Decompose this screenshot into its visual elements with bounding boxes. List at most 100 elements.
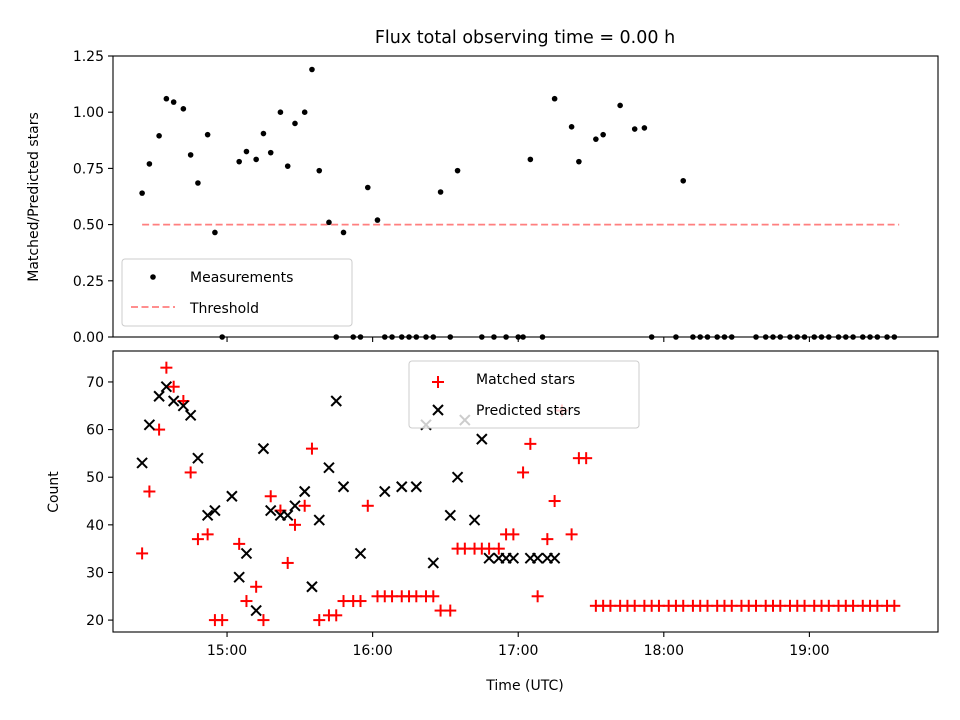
matched-stars-point [517, 466, 530, 479]
predicted-stars-point [379, 485, 391, 498]
matched-stars-point [565, 528, 578, 541]
matched-legend-marker [432, 376, 444, 388]
matched-stars-point [298, 499, 311, 512]
measurement-point [301, 109, 308, 115]
ratio-x-ticks [226, 337, 810, 342]
measurement-point [600, 131, 606, 138]
predicted-stars-point [240, 547, 253, 560]
predicted-stars-point [483, 552, 495, 564]
predicted-stars-point [226, 490, 238, 502]
count-y-tick-label: 50 [86, 470, 104, 486]
predicted-stars-point [177, 400, 190, 412]
predicted-stars-point [289, 500, 301, 512]
matched-stars-point [250, 580, 263, 593]
matched-stars-point [240, 595, 253, 608]
matched-stars-point [257, 614, 270, 627]
predicted-stars-point [468, 514, 481, 526]
measurement-point [243, 148, 250, 155]
matched-stars-point [531, 590, 544, 603]
predicted-stars-point [257, 442, 270, 455]
predicted-stars-point [410, 481, 423, 493]
predicted-stars-point [209, 504, 221, 517]
ratio-legend-box [121, 258, 353, 327]
predicted-stars-point [323, 461, 335, 474]
matched-stars-point [191, 533, 204, 546]
count-x-tick-label: 16:00 [352, 643, 392, 659]
measurement-point [551, 95, 558, 102]
measurement-point [641, 125, 648, 131]
ratio-y-tick-label: 0.75 [73, 161, 104, 177]
matched-stars-point [361, 499, 374, 512]
matched-stars-point [201, 528, 214, 541]
matched-stars-point [264, 490, 277, 503]
predicted-legend-label: Predicted stars [476, 403, 581, 419]
count-x-tick-label: 19:00 [789, 643, 829, 659]
matched-stars-point [548, 495, 561, 508]
measurement-point [139, 190, 145, 196]
measurement-point [163, 95, 170, 102]
measurement-point [631, 126, 638, 132]
measurement-point [212, 229, 218, 236]
matched-stars-point [354, 595, 367, 608]
predicted-stars-point [337, 481, 350, 493]
matched-stars-point [444, 604, 457, 617]
matched-stars-point [524, 437, 537, 450]
measurement-point [316, 167, 323, 174]
measurement-point [146, 161, 153, 167]
matched-stars-point [305, 442, 318, 455]
ratio-y-tick-label: 0.50 [73, 218, 104, 234]
measurement-point [340, 229, 347, 236]
matched-stars-point [160, 361, 173, 374]
ratio-y-tick-label: 0.00 [73, 330, 104, 346]
matched-stars-point [492, 542, 505, 555]
ratio-panel: 0.00 0.25 0.50 0.75 1.00 1.25 Matched/Predict… [26, 49, 939, 346]
predicted-stars-point [507, 552, 520, 564]
measurement-point [253, 156, 259, 163]
ratio-legend: Measurements Threshold [121, 258, 353, 327]
measurement-point [277, 109, 284, 115]
predicted-stars-point [531, 552, 544, 564]
predicted-stars-point [330, 395, 342, 407]
measurement-point [187, 152, 194, 158]
matched-stars-point [216, 614, 229, 627]
measurements-legend-label: Measurements [190, 270, 293, 286]
predicted-stars-point [444, 509, 456, 522]
measurement-point [180, 106, 187, 112]
count-panel: 20 30 40 50 60 70 15:00 16:00 17:00 18:00 19:00 C… [46, 350, 939, 694]
ratio-y-tick-label: 1.25 [73, 49, 104, 65]
predicted-stars-point [281, 509, 294, 522]
measurement-point [454, 167, 461, 174]
predicted-stars-point [160, 381, 173, 393]
predicted-stars-point [451, 471, 464, 483]
measurement-point [284, 163, 291, 169]
predicted-stars-point [313, 514, 325, 526]
chart-title: Flux total observing time = 0.00 h [375, 28, 675, 48]
predicted-stars-point [233, 571, 245, 583]
measurement-point [236, 158, 242, 165]
count-y-tick-label: 20 [86, 613, 104, 629]
predicted-stars-point [265, 504, 277, 517]
matched-stars-point [330, 609, 343, 622]
ratio-y-axis-label: Matched/Predicted stars [26, 112, 42, 282]
predicted-stars-point [184, 409, 197, 422]
matched-stars-point [427, 590, 440, 603]
predicted-stars-point [153, 390, 165, 402]
measurement-point [170, 99, 177, 105]
measurement-point [326, 219, 332, 226]
ratio-y-tick-label: 0.25 [73, 274, 104, 290]
measurement-point [364, 184, 371, 191]
matched-stars-point [541, 533, 554, 546]
predicted-stars-point [354, 547, 367, 560]
count-y-tick-label: 40 [86, 518, 104, 534]
matched-stars-point [313, 614, 326, 627]
matched-legend-label: Matched stars [476, 372, 575, 388]
matched-stars-point [288, 518, 301, 531]
predicted-stars-point [143, 419, 156, 431]
matched-stars-point [507, 528, 520, 541]
predicted-legend-marker [432, 404, 444, 416]
matched-stars-point [281, 556, 294, 569]
measurement-point [593, 136, 599, 142]
count-x-ticks: 15:00 16:00 17:00 18:00 19:00 [207, 632, 830, 659]
